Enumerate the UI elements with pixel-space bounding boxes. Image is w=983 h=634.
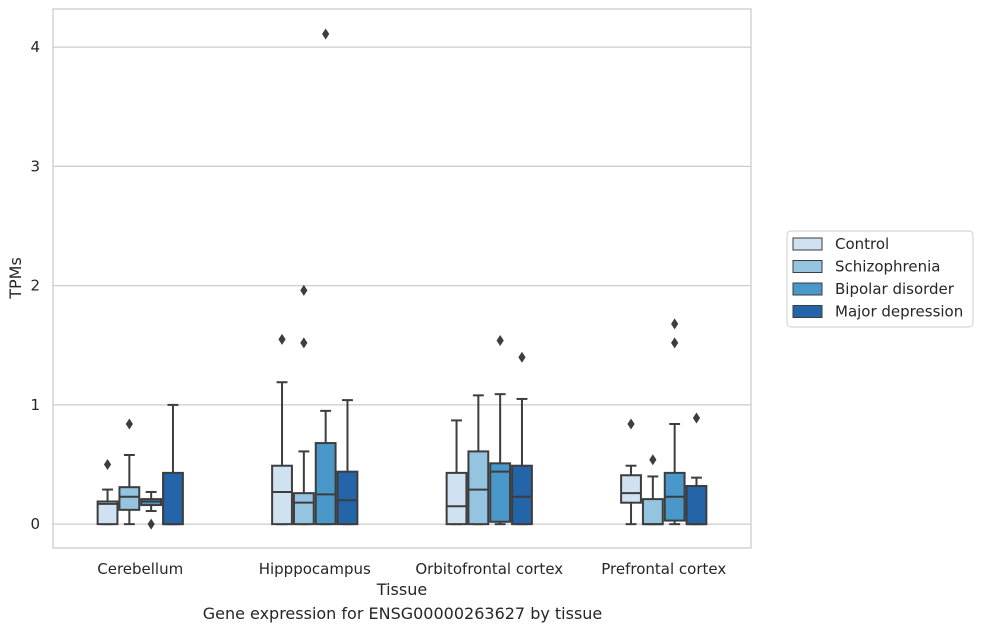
outlier-point [300,284,308,296]
outlier-point [125,418,133,430]
box [641,498,664,526]
x-tick-label: Cerebellum [97,560,183,578]
legend-label: Major depression [835,303,963,321]
outlier-point [103,459,112,471]
box-group [620,418,642,526]
box [314,442,337,526]
box [489,462,512,523]
box-group [663,318,686,526]
box-group [445,419,468,526]
y-tick-label: 2 [30,277,40,295]
box [685,484,708,526]
legend-label: Bipolar disorder [835,280,955,298]
y-tick-label: 3 [30,157,40,175]
legend-label: Schizophrenia [835,258,940,276]
box-group [140,490,163,530]
box-group [271,333,293,526]
box-group [162,403,184,526]
legend-swatch [792,282,823,296]
box [271,464,293,526]
chart-caption: Gene expression for ENSG00000263627 by t… [202,604,603,623]
box [445,471,468,526]
x-tick-label: Prefrontal cortex [601,560,726,578]
outlier-point [496,335,504,347]
box [467,450,490,526]
x-tick-labels: Cerebellum Hipppocampus Orbitofrontal cort… [97,560,726,578]
x-tick-label: Hipppocampus [259,560,371,578]
box [336,470,359,526]
y-axis-title: TPMs [6,257,25,300]
outlier-point [649,454,657,466]
x-axis-title: Tissue [376,580,427,599]
box [292,492,315,526]
box [511,464,533,526]
x-tick-label: Orbitofrontal cortex [415,560,563,578]
outlier-point [671,318,679,330]
y-tick-labels: 0 1 2 3 4 [30,38,40,533]
legend-swatch [792,260,823,273]
legend-swatch [792,305,823,318]
outlier-point [627,418,635,430]
box-group [96,459,119,526]
outlier-point [692,412,701,424]
legend-frame [786,230,974,328]
box [620,474,642,504]
box-group [118,418,141,526]
outlier-point [278,333,286,345]
y-tick-label: 0 [30,515,40,533]
legend: Control Schizophrenia Bipolar disorder Majo… [786,230,974,328]
outlier-point [322,28,330,40]
y-tick-label: 1 [30,396,40,414]
outlier-point [147,518,155,530]
box-group [467,394,490,526]
box [96,500,119,526]
box [162,471,184,526]
box-group [489,335,512,526]
box-group [292,284,315,526]
box-group [314,28,337,526]
outlier-point [300,337,308,349]
box-group [641,454,664,526]
box-group [336,399,359,526]
y-tick-label: 4 [30,38,40,56]
outlier-point [671,337,679,349]
outlier-point [518,351,526,363]
plot-marks [96,28,708,530]
box-group [685,412,708,526]
legend-swatch [792,237,823,251]
grid-lines [53,46,751,525]
box [118,486,141,511]
box-group [511,351,533,526]
legend-label: Control [835,235,889,253]
plot-frame [52,8,752,549]
